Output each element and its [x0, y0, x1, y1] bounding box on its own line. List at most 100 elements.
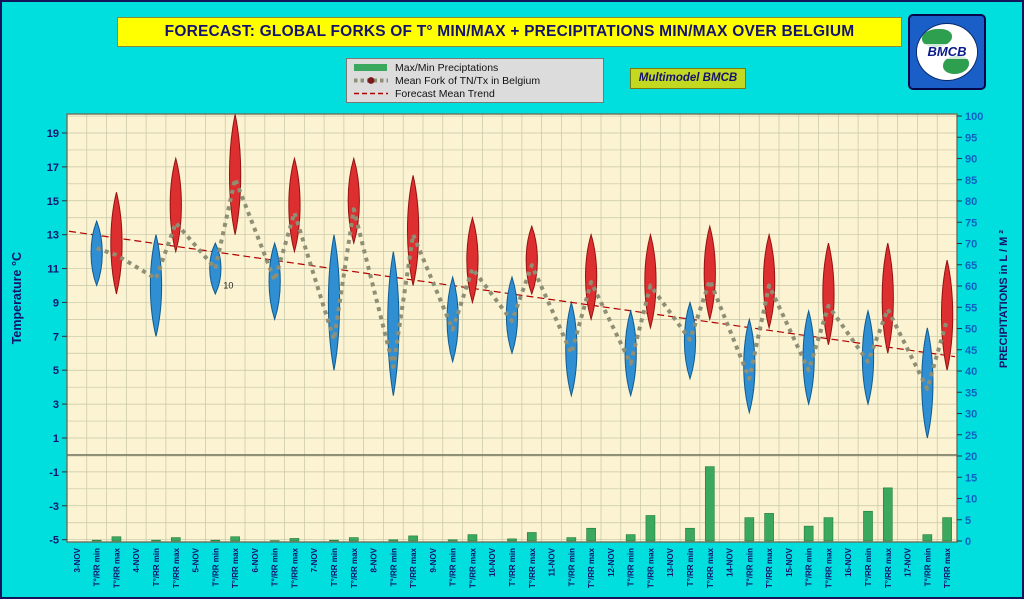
precip-max-bar — [289, 538, 300, 542]
x-tick-label: 15-NOV — [785, 547, 794, 577]
temp-tick-label: 5 — [53, 365, 59, 377]
precip-max-bar — [586, 527, 596, 542]
temp-tick-label: -1 — [49, 467, 59, 479]
x-tick-label: 7-NOV — [310, 547, 319, 572]
x-tick-label: T°/RR max — [587, 547, 596, 588]
precip-tick-label: 65 — [965, 260, 977, 272]
temp-tick-label: 7 — [53, 331, 59, 343]
x-tick-label: T°/RR max — [172, 547, 181, 588]
x-tick-label: 10-NOV — [488, 547, 497, 577]
x-tick-label: T°/RR min — [330, 548, 339, 586]
x-tick-label: 17-NOV — [904, 547, 913, 577]
precip-tick-label: 95 — [965, 132, 977, 144]
x-tick-label: T°/RR min — [93, 548, 102, 586]
precip-min-bar — [566, 537, 577, 542]
legend-label: Max/Min Preciptations — [395, 61, 499, 74]
tmin-fork — [505, 275, 519, 355]
precip-min-bar — [803, 525, 814, 542]
precip-max-bar — [111, 536, 122, 542]
precip-max-bar — [882, 487, 893, 542]
dashed-line-swatch-icon — [354, 92, 388, 95]
x-tick-label: T°/RR max — [884, 547, 893, 588]
temp-tick-label: 19 — [47, 128, 59, 140]
x-tick-label: T°/RR max — [468, 547, 477, 588]
precip-max-bar — [764, 513, 774, 542]
x-tick-label: T°/RR max — [824, 547, 833, 588]
x-tick-label: T°/RR min — [923, 548, 932, 586]
legend-box: Max/Min Preciptations Mean Fork of TN/Tx… — [346, 58, 604, 103]
precip-max-bar — [942, 517, 952, 542]
tmin-fork — [802, 308, 815, 407]
multimodel-badge: Multimodel BMCB — [630, 68, 746, 89]
dotted-line-swatch-icon — [354, 77, 388, 84]
precip-max-bar — [467, 534, 478, 542]
land-shape — [922, 29, 952, 47]
x-tick-label: 3-NOV — [73, 547, 82, 572]
temp-tick-label: 13 — [47, 230, 59, 242]
x-tick-label: T°/RR max — [943, 547, 952, 588]
land-shape — [943, 56, 969, 74]
x-tick-label: T°/RR max — [409, 547, 418, 588]
tmin-fork — [743, 317, 756, 415]
precip-tick-label: 75 — [965, 217, 977, 229]
precip-tick-label: 40 — [965, 366, 977, 378]
x-tick-label: 9-NOV — [429, 547, 438, 572]
precip-min-bar — [447, 539, 458, 542]
precip-min-bar — [91, 539, 102, 542]
precip-tick-label: 35 — [965, 387, 977, 399]
precip-tick-label: 55 — [965, 302, 977, 314]
x-tick-label: 12-NOV — [607, 547, 616, 577]
x-tick-label: 4-NOV — [132, 547, 141, 572]
globe-icon: BMCB — [916, 23, 978, 81]
x-tick-label: T°/RR min — [449, 548, 458, 586]
precip-tick-label: 90 — [965, 154, 977, 166]
precip-tick-label: 0 — [965, 536, 971, 548]
precip-max-bar — [408, 535, 418, 542]
precip-min-bar — [329, 539, 339, 542]
x-tick-label: T°/RR min — [745, 548, 754, 586]
tmax-fork — [822, 243, 835, 345]
precip-min-bar — [388, 539, 399, 542]
precip-min-bar — [507, 538, 517, 542]
x-tick-label: T°/RR max — [646, 547, 655, 588]
precip-min-bar — [922, 534, 933, 542]
x-tick-label: 6-NOV — [251, 547, 260, 572]
temp-tick-label: 17 — [47, 162, 59, 174]
x-tick-label: 16-NOV — [844, 547, 853, 577]
precip-tick-label: 15 — [965, 472, 977, 484]
legend-label: Forecast Mean Trend — [395, 87, 495, 100]
tmax-fork — [525, 224, 538, 296]
temp-tick-label: -3 — [49, 501, 59, 513]
x-tick-label: T°/RR max — [350, 547, 359, 588]
x-tick-label: T°/RR max — [765, 547, 774, 588]
precip-max-bar — [645, 515, 656, 542]
tmax-fork — [347, 156, 360, 245]
x-tick-label: T°/RR min — [389, 548, 398, 586]
precip-tick-label: 10 — [965, 494, 977, 506]
tmin-fork — [90, 219, 103, 287]
page-title: FORECAST: GLOBAL FORKS OF T° MIN/MAX + P… — [117, 17, 902, 47]
x-tick-label: 5-NOV — [192, 547, 201, 572]
x-tick-label: T°/RR min — [152, 548, 161, 586]
x-tick-label: T°/RR min — [567, 548, 576, 586]
precip-tick-label: 30 — [965, 409, 977, 421]
bmcb-logo: BMCB — [908, 14, 986, 90]
tmax-fork — [881, 243, 894, 354]
precip-tick-label: 50 — [965, 324, 977, 336]
precip-min-bar — [210, 539, 221, 542]
legend-item-precip: Max/Min Preciptations — [353, 62, 597, 74]
temp-tick-label: 15 — [47, 196, 59, 208]
precip-axis-title: PRECIPITATIONS in L / M ² — [998, 230, 1010, 369]
temp-tick-label: 9 — [53, 297, 59, 309]
tmin-fork — [446, 275, 459, 364]
tmin-fork — [268, 241, 281, 321]
legend-item-trend: Forecast Mean Trend — [353, 88, 597, 100]
x-tick-label: T°/RR max — [231, 547, 240, 588]
precip-min-bar — [625, 534, 636, 542]
precip-tick-label: 60 — [965, 281, 977, 293]
x-tick-label: T°/RR min — [805, 548, 814, 586]
x-tick-label: T°/RR min — [627, 548, 636, 586]
x-tick-label: T°/RR min — [211, 548, 220, 586]
precip-tick-label: 70 — [965, 239, 977, 251]
